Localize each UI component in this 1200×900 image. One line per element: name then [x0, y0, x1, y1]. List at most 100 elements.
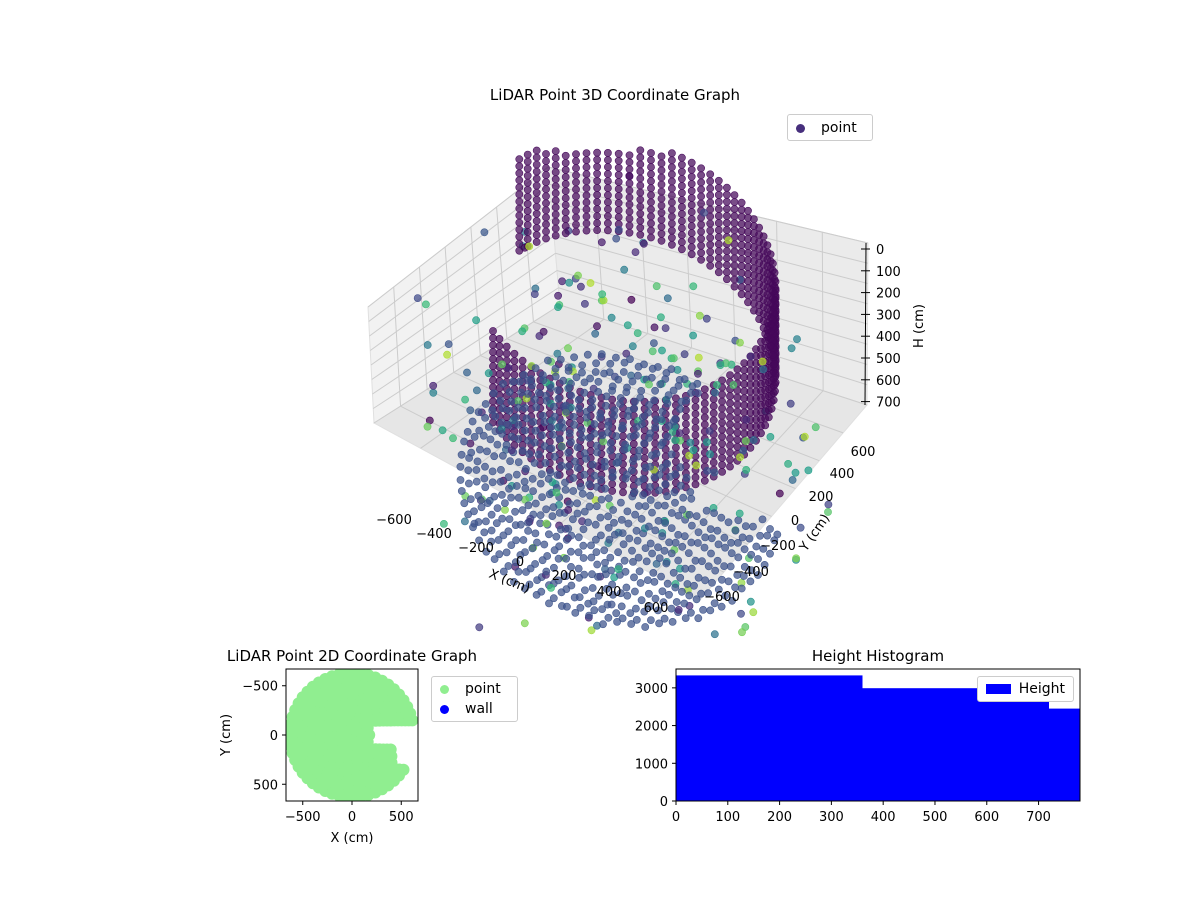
scatter-2d-xtick-label: −500 [285, 810, 321, 825]
lidar-point [593, 162, 601, 171]
lidar-point [714, 197, 723, 206]
lidar-point [604, 205, 612, 214]
lidar-point [697, 227, 705, 236]
lidar-point [720, 562, 728, 570]
lidar-point [502, 349, 511, 358]
lidar-point [686, 438, 695, 447]
lidar-point [561, 478, 569, 487]
lidar-point [551, 217, 560, 226]
lidar-point [532, 238, 541, 246]
lidar-point [631, 431, 640, 439]
lidar-point [496, 465, 505, 474]
lidar-point [551, 161, 560, 170]
lidar-point [510, 356, 519, 365]
lidar-point [512, 470, 521, 479]
lidar-point [608, 468, 617, 477]
lidar-point [601, 484, 609, 493]
lidar-point [588, 403, 597, 412]
scatter-2d-point [397, 763, 410, 776]
lidar-point [588, 570, 596, 579]
lidar-point [726, 413, 734, 422]
lidar-point [554, 303, 562, 311]
lidar-point [749, 522, 757, 531]
lidar-point [723, 204, 731, 213]
scatter-2d-xlabel: X (cm) [331, 831, 374, 846]
lidar-point [681, 564, 690, 573]
lidar-point [596, 513, 605, 522]
lidar-point [480, 228, 489, 237]
lidar-point [667, 524, 676, 532]
lidar-point [699, 606, 707, 614]
lidar-point [531, 560, 539, 568]
lidar-point [660, 546, 669, 555]
x-tick-label: 0 [516, 555, 524, 570]
lidar-point [549, 430, 557, 439]
lidar-point [577, 482, 585, 491]
lidar-point [692, 461, 701, 470]
lidar-point [771, 369, 780, 378]
lidar-point [764, 413, 773, 422]
lidar-point [550, 412, 559, 421]
lidar-point [542, 178, 550, 187]
lidar-point [721, 543, 729, 552]
lidar-point [635, 446, 643, 455]
lidar-point [647, 170, 655, 179]
lidar-point [636, 209, 645, 218]
lidar-point [475, 445, 484, 454]
lidar-point [718, 446, 726, 455]
lidar-point [499, 379, 507, 388]
lidar-point [593, 198, 601, 206]
lidar-point [706, 606, 715, 615]
lidar-point [651, 594, 660, 603]
lidar-point [537, 587, 546, 596]
lidar-point [614, 452, 623, 461]
lidar-point [469, 523, 477, 532]
lidar-point [616, 589, 625, 598]
lidar-point [645, 589, 653, 598]
lidar-point [611, 530, 619, 539]
lidar-point [515, 155, 524, 164]
lidar-point [604, 184, 612, 192]
lidar-point [682, 420, 690, 428]
lidar-point [609, 590, 617, 599]
legend-3d-marker [796, 123, 805, 133]
lidar-point [514, 567, 523, 576]
lidar-point [608, 480, 617, 488]
lidar-point [604, 212, 612, 221]
z-tick-label: 400 [876, 330, 901, 345]
lidar-point [532, 146, 541, 155]
lidar-point [631, 397, 639, 406]
lidar-point [457, 487, 466, 495]
lidar-point [518, 327, 527, 336]
lidar-point [637, 515, 646, 523]
lidar-point [594, 377, 603, 386]
z-axis-ticks: 0 100 200 300 400 500 600 700 [861, 242, 901, 411]
lidar-point [564, 448, 573, 457]
lidar-point [572, 171, 580, 180]
lidar-point [680, 599, 689, 608]
lidar-point [573, 509, 582, 518]
lidar-point [791, 468, 800, 477]
lidar-point [561, 485, 570, 494]
lidar-point [497, 490, 506, 499]
lidar-point [741, 522, 750, 530]
lidar-point [766, 549, 774, 558]
lidar-point [680, 375, 689, 384]
lidar-point [551, 189, 560, 198]
lidar-point [646, 462, 654, 471]
lidar-point [489, 355, 497, 363]
lidar-point [707, 549, 715, 558]
lidar-point [686, 488, 695, 496]
lidar-point [572, 185, 580, 194]
lidar-point [721, 591, 730, 600]
lidar-point [628, 377, 637, 386]
lidar-point [726, 427, 734, 436]
lidar-point [629, 439, 638, 448]
lidar-point [744, 298, 752, 307]
lidar-point [604, 163, 612, 171]
lidar-point [542, 199, 550, 208]
x-tick-label: 400 [597, 585, 622, 600]
lidar-point [642, 557, 651, 566]
lidar-point [634, 371, 642, 380]
lidar-point [700, 476, 709, 485]
